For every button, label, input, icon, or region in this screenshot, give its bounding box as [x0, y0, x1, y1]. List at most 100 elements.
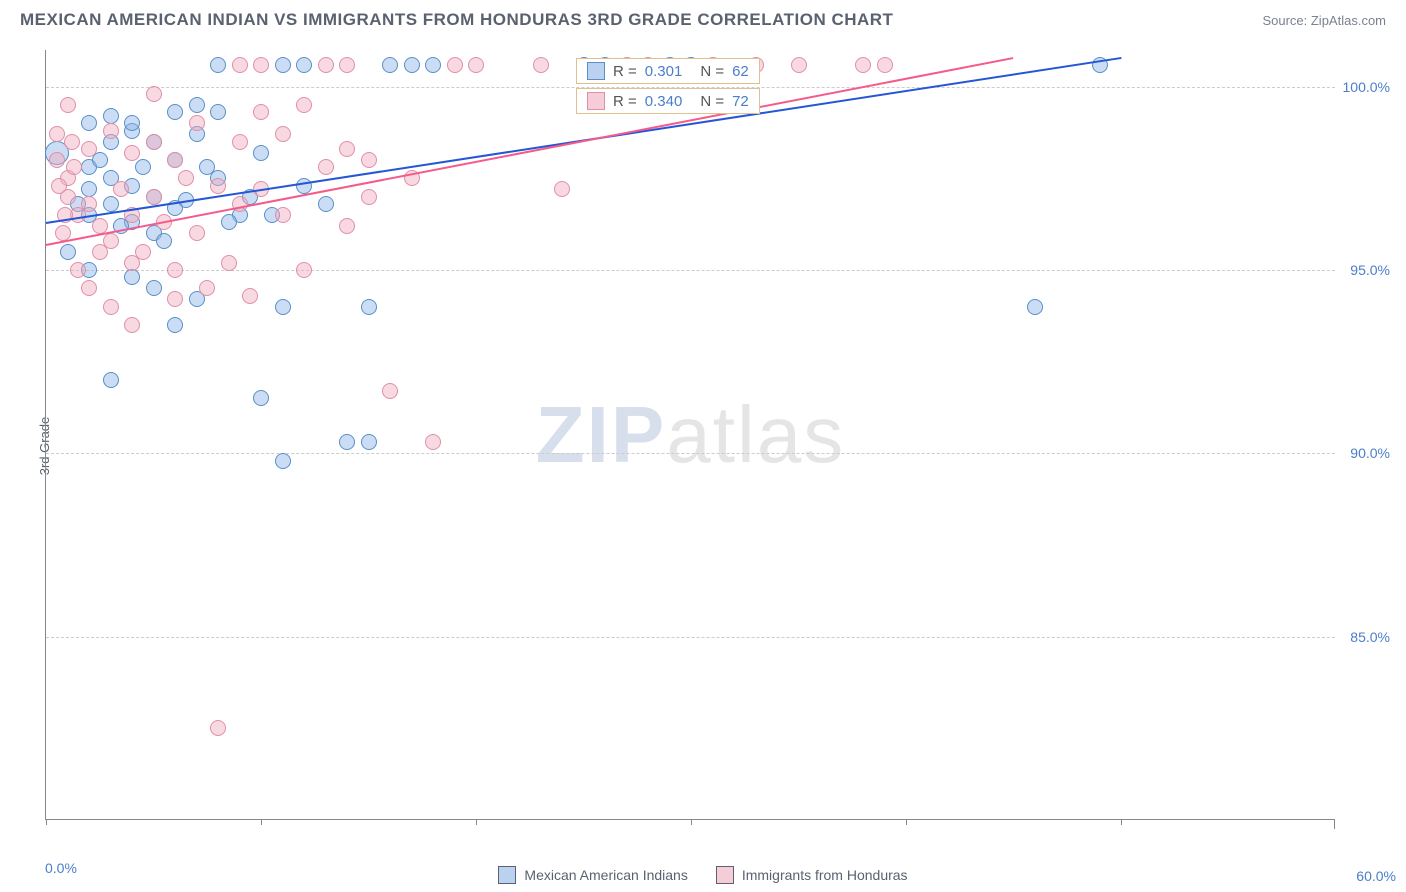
data-point	[339, 141, 355, 157]
data-point	[103, 196, 119, 212]
x-tick-mark	[476, 819, 477, 825]
data-point	[167, 104, 183, 120]
data-point	[113, 181, 129, 197]
watermark: ZIPatlas	[536, 389, 845, 481]
y-tick-label: 85.0%	[1350, 629, 1390, 645]
data-point	[146, 189, 162, 205]
stats-box: R =0.340N =72	[576, 88, 760, 114]
data-point	[318, 196, 334, 212]
data-point	[49, 126, 65, 142]
data-point	[296, 262, 312, 278]
data-point	[275, 453, 291, 469]
data-point	[210, 57, 226, 73]
legend-swatch-pink	[716, 866, 734, 884]
data-point	[339, 57, 355, 73]
x-tick-mark	[261, 819, 262, 825]
data-point	[189, 115, 205, 131]
data-point	[318, 159, 334, 175]
data-point	[103, 123, 119, 139]
data-point	[425, 434, 441, 450]
stats-swatch	[587, 62, 605, 80]
data-point	[103, 108, 119, 124]
data-point	[124, 145, 140, 161]
data-point	[242, 288, 258, 304]
watermark-atlas: atlas	[666, 390, 845, 479]
data-point	[167, 262, 183, 278]
data-point	[81, 141, 97, 157]
data-point	[199, 280, 215, 296]
data-point	[146, 134, 162, 150]
data-point	[178, 170, 194, 186]
chart-header: MEXICAN AMERICAN INDIAN VS IMMIGRANTS FR…	[0, 0, 1406, 35]
data-point	[339, 218, 355, 234]
data-point	[221, 255, 237, 271]
data-point	[468, 57, 484, 73]
data-point	[60, 97, 76, 113]
data-point	[210, 104, 226, 120]
data-point	[167, 317, 183, 333]
x-axis-end-label: 60.0%	[1356, 868, 1396, 884]
legend-item-blue: Mexican American Indians	[498, 866, 687, 884]
data-point	[60, 244, 76, 260]
data-point	[253, 104, 269, 120]
data-point	[156, 233, 172, 249]
data-point	[49, 152, 65, 168]
data-point	[124, 269, 140, 285]
data-point	[361, 152, 377, 168]
x-tick-mark	[906, 819, 907, 825]
data-point	[296, 57, 312, 73]
y-tick-label: 90.0%	[1350, 445, 1390, 461]
data-point	[210, 720, 226, 736]
data-point	[253, 57, 269, 73]
data-point	[146, 86, 162, 102]
data-point	[103, 372, 119, 388]
stats-swatch	[587, 92, 605, 110]
data-point	[275, 207, 291, 223]
data-point	[447, 57, 463, 73]
legend: 0.0% Mexican American Indians Immigrants…	[0, 866, 1406, 884]
data-point	[146, 280, 162, 296]
data-point	[232, 134, 248, 150]
legend-item-pink: Immigrants from Honduras	[716, 866, 908, 884]
data-point	[124, 317, 140, 333]
data-point	[135, 159, 151, 175]
data-point	[361, 299, 377, 315]
gridline-h	[46, 270, 1335, 271]
y-tick-label: 100.0%	[1343, 79, 1390, 95]
stats-r-value: 0.301	[645, 63, 683, 80]
data-point	[81, 196, 97, 212]
data-point	[103, 299, 119, 315]
data-point	[51, 178, 67, 194]
stats-r-label: R =	[613, 93, 637, 110]
data-point	[361, 434, 377, 450]
data-point	[404, 57, 420, 73]
data-point	[210, 178, 226, 194]
data-point	[425, 57, 441, 73]
data-point	[275, 57, 291, 73]
data-point	[189, 225, 205, 241]
stats-n-value: 72	[732, 93, 749, 110]
stats-box: R =0.301N =62	[576, 58, 760, 84]
stats-r-label: R =	[613, 63, 637, 80]
x-tick-mark	[46, 819, 47, 825]
watermark-zip: ZIP	[536, 390, 666, 479]
stats-n-label: N =	[700, 93, 724, 110]
data-point	[64, 134, 80, 150]
data-point	[275, 299, 291, 315]
data-point	[167, 152, 183, 168]
legend-label-blue: Mexican American Indians	[524, 867, 687, 883]
data-point	[66, 159, 82, 175]
data-point	[189, 97, 205, 113]
data-point	[199, 159, 215, 175]
data-point	[318, 57, 334, 73]
legend-label-pink: Immigrants from Honduras	[742, 867, 908, 883]
chart-source: Source: ZipAtlas.com	[1262, 13, 1386, 28]
data-point	[221, 214, 237, 230]
data-point	[92, 244, 108, 260]
data-point	[253, 145, 269, 161]
data-point	[124, 255, 140, 271]
stats-n-value: 62	[732, 63, 749, 80]
data-point	[1027, 299, 1043, 315]
x-tick-mark	[691, 819, 692, 825]
data-point	[232, 57, 248, 73]
